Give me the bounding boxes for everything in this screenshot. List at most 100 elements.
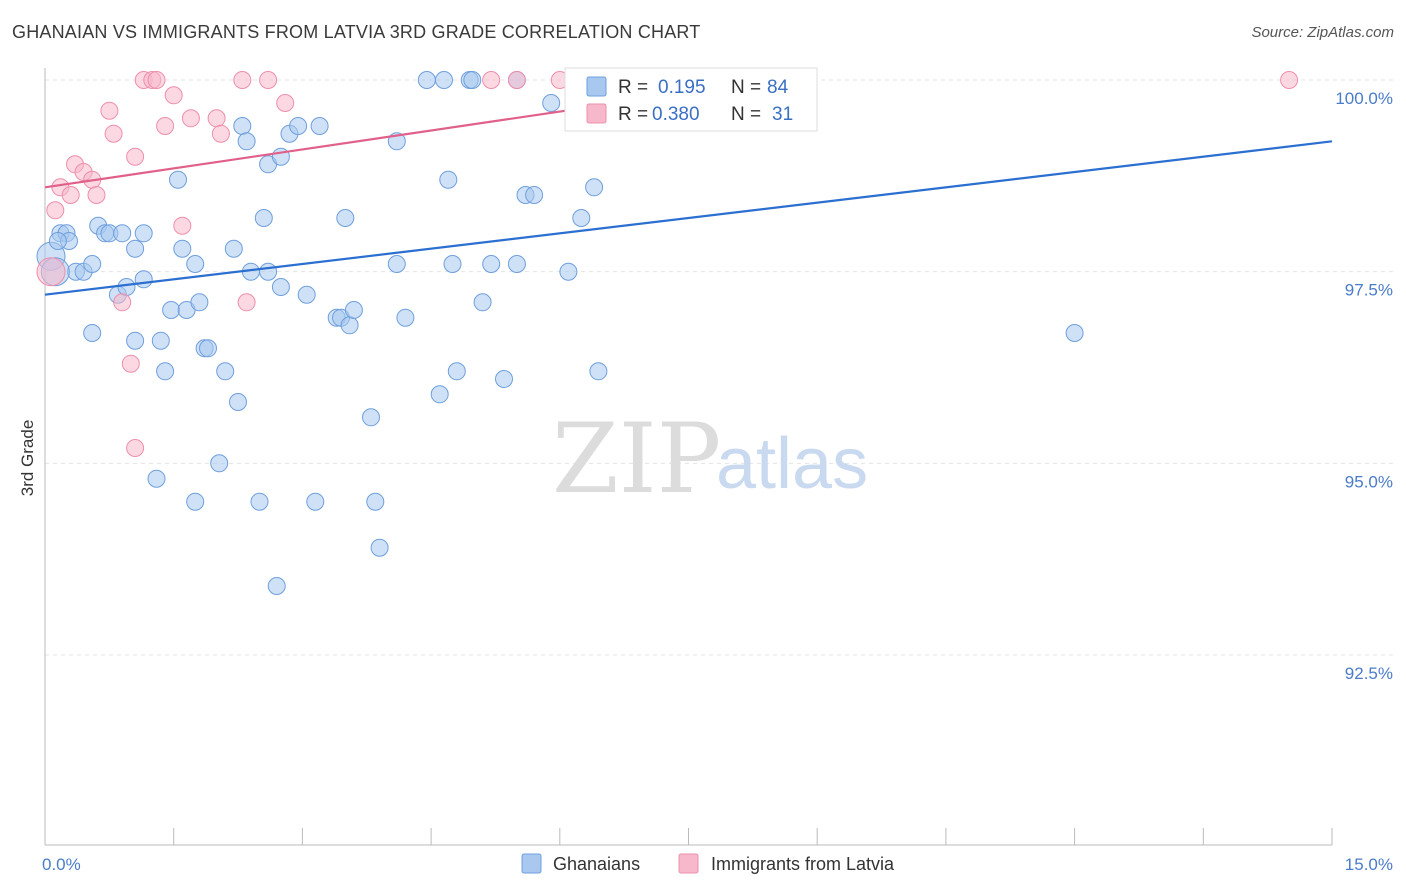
y-axis-label: 3rd Grade <box>18 420 37 497</box>
stats-legend: R = 0.195 N = 84 R = 0.380 N = 31 <box>564 67 818 132</box>
point-ghanaians <box>387 255 406 273</box>
point-latvia <box>164 86 183 105</box>
point-ghanaians <box>495 370 513 388</box>
point-ghanaians <box>447 362 466 381</box>
point-ghanaians <box>589 362 608 381</box>
point-ghanaians <box>507 255 526 273</box>
point-latvia <box>126 439 145 457</box>
point-ghanaians <box>162 301 181 319</box>
point-ghanaians <box>271 278 290 296</box>
point-ghanaians <box>169 170 187 189</box>
y-tick-label: 95.0% <box>1345 472 1393 491</box>
point-ghanaians <box>134 224 153 243</box>
point-ghanaians <box>267 577 286 595</box>
point-ghanaians <box>186 492 205 511</box>
point-latvia <box>113 293 132 312</box>
chart-title: GHANAIAN VS IMMIGRANTS FROM LATVIA 3RD G… <box>12 22 701 42</box>
point-latvia <box>259 71 278 89</box>
point-ghanaians <box>572 209 591 227</box>
point-latvia <box>104 124 123 143</box>
point-ghanaians <box>439 170 458 189</box>
point-ghanaians <box>259 262 278 281</box>
point-latvia <box>482 71 501 89</box>
point-latvia <box>87 186 106 204</box>
point-ghanaians <box>83 255 102 273</box>
point-latvia <box>100 101 119 120</box>
point-ghanaians <box>156 362 175 381</box>
point-ghanaians <box>340 316 359 335</box>
point-ghanaians <box>237 132 256 151</box>
stats-r-label-1: R = <box>618 77 648 98</box>
x-ticks <box>44 828 1333 845</box>
point-ghanaians <box>113 224 132 243</box>
point-ghanaians <box>151 331 170 350</box>
point-ghanaians <box>336 209 355 227</box>
stats-r-value-2: 0.380 <box>652 104 700 125</box>
point-ghanaians <box>210 454 229 473</box>
point-ghanaians <box>463 71 482 89</box>
point-ghanaians <box>585 178 604 197</box>
x-tick-label-min: 0.0% <box>42 855 81 874</box>
stats-r-value-1: 0.195 <box>658 77 706 98</box>
point-ghanaians <box>297 285 316 304</box>
trend-line-ghanaians <box>44 140 1333 296</box>
point-ghanaians <box>370 538 389 557</box>
stats-r-label-2: R = <box>618 104 648 125</box>
point-latvia <box>147 71 166 89</box>
stats-n-label-2: N = <box>731 104 761 125</box>
point-ghanaians <box>83 324 102 342</box>
point-ghanaians <box>254 209 273 227</box>
point-latvia <box>36 257 66 287</box>
bottom-legend: Ghanaians Immigrants from Latvia <box>521 853 895 874</box>
point-ghanaians <box>134 270 153 289</box>
legend-label-ghanaians: Ghanaians <box>553 854 640 874</box>
stats-n-label-1: N = <box>731 77 761 98</box>
y-tick-labels: 92.5% 95.0% 97.5% 100.0% <box>1335 89 1393 683</box>
stats-n-value-1: 84 <box>767 77 789 98</box>
stats-legend-box <box>564 67 818 132</box>
point-ghanaians <box>362 408 380 427</box>
point-latvia <box>46 201 65 220</box>
stats-n-value-2: 31 <box>772 104 793 125</box>
point-ghanaians <box>306 492 325 511</box>
stats-swatch-ghanaians <box>586 76 607 97</box>
point-latvia <box>237 293 256 312</box>
point-ghanaians <box>443 255 462 273</box>
point-ghanaians <box>525 186 544 204</box>
chart-source: Source: ZipAtlas.com <box>1251 24 1394 41</box>
point-ghanaians <box>396 308 415 327</box>
legend-swatch-latvia <box>678 853 699 874</box>
grid-lines <box>45 79 1395 656</box>
stats-swatch-latvia <box>586 103 607 124</box>
y-tick-label: 92.5% <box>1345 664 1393 683</box>
point-ghanaians <box>435 71 453 89</box>
point-ghanaians <box>147 469 166 488</box>
point-latvia <box>276 94 295 112</box>
point-ghanaians <box>126 239 145 258</box>
point-latvia <box>126 147 145 166</box>
point-ghanaians <box>430 385 449 404</box>
point-ghanaians <box>186 255 205 273</box>
point-ghanaians <box>482 255 501 273</box>
point-ghanaians <box>542 94 561 112</box>
point-ghanaians <box>216 362 235 381</box>
legend-swatch-ghanaians <box>521 853 542 874</box>
point-ghanaians <box>117 278 136 296</box>
point-latvia <box>156 117 175 135</box>
point-ghanaians <box>190 293 209 312</box>
data-points <box>36 71 1299 595</box>
point-ghanaians <box>344 301 363 319</box>
point-ghanaians <box>199 339 217 358</box>
point-latvia <box>181 109 200 128</box>
legend-label-latvia: Immigrants from Latvia <box>711 854 895 874</box>
point-ghanaians <box>473 293 492 312</box>
point-ghanaians <box>1065 324 1084 342</box>
point-latvia <box>207 109 226 128</box>
point-ghanaians <box>126 331 145 350</box>
point-latvia <box>1280 71 1299 89</box>
watermark: ZIP atlas <box>552 403 868 515</box>
point-ghanaians <box>310 117 329 135</box>
point-latvia <box>61 186 80 204</box>
point-latvia <box>211 124 230 143</box>
